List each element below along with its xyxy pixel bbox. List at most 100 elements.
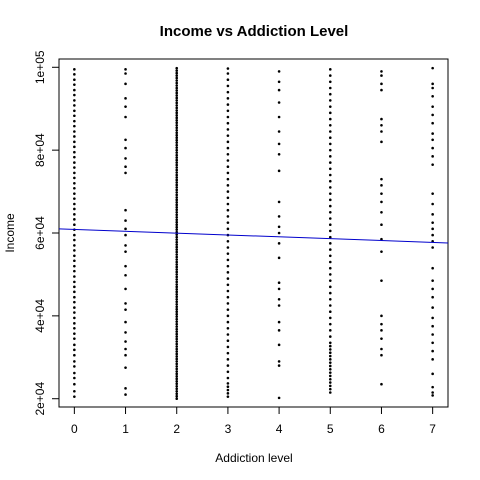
x-tick-label: 2 xyxy=(173,422,180,436)
data-point xyxy=(175,322,179,326)
data-point xyxy=(73,376,76,380)
data-point xyxy=(175,128,179,132)
data-point xyxy=(380,184,383,187)
data-point xyxy=(226,326,230,330)
data-point xyxy=(277,225,281,229)
data-point xyxy=(175,283,179,286)
data-point xyxy=(175,138,179,142)
data-point xyxy=(226,364,230,367)
data-point xyxy=(226,171,230,175)
data-point xyxy=(328,297,332,301)
data-point xyxy=(175,255,179,259)
data-point xyxy=(431,146,434,150)
data-point xyxy=(277,364,281,367)
data-point xyxy=(73,337,76,340)
data-point xyxy=(431,221,434,224)
data-point xyxy=(73,348,76,352)
data-point xyxy=(277,70,281,73)
data-point xyxy=(124,105,127,108)
data-point xyxy=(277,130,281,133)
data-point xyxy=(73,295,76,299)
data-point xyxy=(175,193,179,197)
x-tick-label: 6 xyxy=(378,422,385,436)
data-point xyxy=(328,260,332,264)
data-point xyxy=(73,238,76,242)
data-point xyxy=(73,218,76,221)
data-point xyxy=(175,114,179,117)
data-point xyxy=(226,165,230,169)
data-point xyxy=(124,331,127,334)
data-point xyxy=(277,88,281,92)
data-point xyxy=(124,353,127,357)
data-point xyxy=(124,347,127,351)
data-point xyxy=(175,101,179,105)
data-point xyxy=(226,215,230,218)
data-point xyxy=(175,81,179,85)
data-point xyxy=(73,233,76,237)
data-point xyxy=(431,86,434,90)
data-point xyxy=(73,166,76,169)
data-point xyxy=(175,146,179,149)
data-point xyxy=(175,362,179,366)
data-point xyxy=(175,384,179,388)
data-point xyxy=(328,374,332,378)
data-point xyxy=(175,268,179,271)
data-point xyxy=(328,254,332,258)
data-point xyxy=(175,123,179,127)
data-point xyxy=(226,370,230,374)
data-point xyxy=(226,103,230,106)
data-point xyxy=(175,171,179,174)
data-point xyxy=(226,314,230,318)
data-point xyxy=(226,289,230,293)
data-point xyxy=(124,244,127,247)
data-point xyxy=(431,94,434,98)
data-point xyxy=(175,248,179,251)
data-point xyxy=(175,238,179,241)
data-point xyxy=(277,215,281,218)
data-point xyxy=(175,201,179,204)
data-point xyxy=(380,322,383,326)
x-tick-label: 7 xyxy=(429,422,436,436)
data-point xyxy=(277,115,281,119)
data-point xyxy=(175,392,179,396)
data-point xyxy=(328,242,332,245)
data-point xyxy=(73,280,76,284)
data-point xyxy=(175,153,179,157)
data-point xyxy=(277,287,281,291)
y-axis: 2e+04 4e+04 6e+04 8e+04 1e+05 xyxy=(33,50,60,416)
data-point xyxy=(226,239,230,243)
data-point xyxy=(380,82,383,86)
data-point xyxy=(277,297,281,301)
data-point xyxy=(73,176,76,180)
data-point xyxy=(124,208,127,212)
data-point xyxy=(124,227,127,231)
data-point xyxy=(175,104,179,107)
data-point xyxy=(175,121,179,125)
data-point xyxy=(277,304,281,307)
data-point xyxy=(175,290,179,294)
data-point xyxy=(73,150,76,154)
data-point xyxy=(73,244,76,247)
data-point xyxy=(175,270,179,274)
data-point xyxy=(175,71,179,75)
data-point xyxy=(175,327,179,331)
data-point xyxy=(175,315,179,318)
data-point xyxy=(73,109,76,113)
data-point xyxy=(328,68,332,71)
data-point xyxy=(328,316,332,320)
data-point xyxy=(328,248,332,251)
data-point xyxy=(175,161,179,164)
data-point xyxy=(73,192,76,195)
data-point xyxy=(73,285,76,289)
data-point xyxy=(380,140,383,144)
data-point xyxy=(73,371,76,375)
data-point xyxy=(328,285,332,289)
data-point xyxy=(431,394,434,397)
data-point xyxy=(73,249,76,252)
data-point xyxy=(328,384,332,388)
data-point xyxy=(226,90,230,94)
data-point xyxy=(226,140,230,144)
data-point xyxy=(124,115,127,119)
regression-line-layer xyxy=(58,228,449,244)
data-point xyxy=(73,104,76,107)
